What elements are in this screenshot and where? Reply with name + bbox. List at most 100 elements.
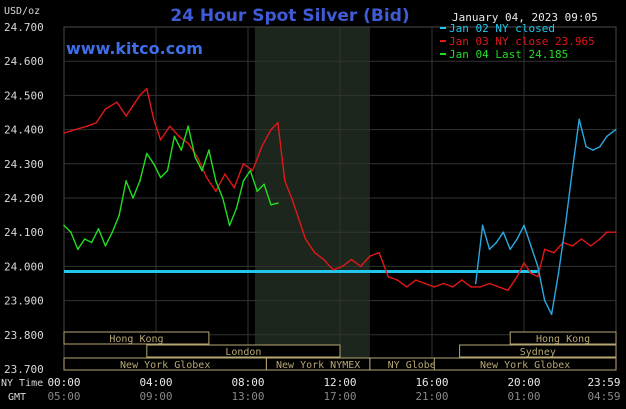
- data-point: [104, 245, 107, 247]
- data-point: [201, 169, 203, 172]
- y-tick-label: 23.800: [4, 329, 44, 342]
- data-point: [424, 282, 426, 285]
- y-tick-label: 23.700: [4, 363, 44, 376]
- data-point: [369, 255, 371, 257]
- data-point: [224, 173, 226, 175]
- data-point: [261, 145, 263, 148]
- data-point: [585, 145, 587, 148]
- data-point: [159, 139, 162, 141]
- data-point: [481, 224, 484, 227]
- data-point: [132, 197, 134, 199]
- session-label: London: [225, 347, 261, 358]
- session-label: New York Globex: [120, 360, 210, 371]
- data-point: [589, 245, 592, 247]
- data-point: [290, 197, 293, 199]
- data-point: [86, 125, 88, 127]
- x-tick-ny: 00:00: [47, 376, 80, 389]
- data-point: [277, 202, 279, 204]
- data-point: [332, 269, 334, 271]
- data-point: [152, 163, 155, 165]
- data-point: [270, 204, 272, 206]
- data-point: [74, 128, 77, 131]
- data-point: [132, 104, 134, 107]
- data-point: [90, 241, 93, 244]
- data-point: [83, 238, 86, 240]
- data-point: [550, 313, 553, 316]
- data-point: [95, 121, 97, 124]
- data-point: [323, 258, 325, 261]
- site-watermark: www.kitco.com: [66, 39, 203, 58]
- series-line: [63, 87, 616, 291]
- data-point: [118, 214, 120, 216]
- data-point: [470, 286, 472, 288]
- y-tick-label: 24.300: [4, 158, 44, 171]
- x-tick-gmt: 17:00: [323, 390, 356, 403]
- data-point: [599, 145, 601, 148]
- data-point: [251, 169, 254, 172]
- session-label: Hong Kong: [109, 334, 163, 345]
- ny-time-row-label: NY Time: [1, 378, 43, 389]
- data-point: [578, 118, 580, 121]
- legend-entry: Jan 02 NY closed: [449, 22, 555, 35]
- session-label: NY Globex: [388, 360, 442, 371]
- session-label: New York Globex: [480, 360, 570, 371]
- data-point: [125, 180, 127, 182]
- x-tick-gmt: 09:00: [139, 390, 172, 403]
- data-point: [557, 272, 560, 275]
- data-point: [196, 156, 199, 158]
- data-point: [553, 251, 555, 254]
- session-label: Hong Kong: [536, 334, 590, 345]
- data-point: [242, 163, 245, 165]
- x-tick-gmt: 13:00: [231, 390, 264, 403]
- data-point: [139, 180, 141, 182]
- data-point: [502, 231, 505, 233]
- data-point: [530, 272, 532, 275]
- legend-entry: Jan 03 NY close 23.965: [449, 35, 595, 48]
- session-box: [459, 344, 617, 358]
- x-tick-ny: 16:00: [415, 376, 448, 389]
- y-axis: 24.700 24.600 24.500 24.400 24.300 24.200 24.1…: [4, 21, 44, 376]
- data-point: [592, 149, 594, 151]
- data-point: [415, 279, 417, 281]
- data-point: [488, 248, 491, 251]
- data-point: [474, 282, 477, 285]
- data-point: [571, 169, 574, 172]
- x-tick-ny: 08:00: [231, 376, 264, 389]
- y-tick-label: 24.000: [4, 260, 44, 273]
- y-tick-label: 24.100: [4, 226, 44, 239]
- data-point: [451, 286, 454, 288]
- data-point: [516, 238, 518, 240]
- data-point: [205, 176, 208, 179]
- data-point: [173, 135, 176, 138]
- data-point: [523, 262, 525, 264]
- x-tick-ny: 20:00: [507, 376, 540, 389]
- data-point: [433, 286, 436, 288]
- data-point: [341, 265, 344, 268]
- data-point: [221, 197, 224, 199]
- y-tick-label: 23.900: [4, 295, 44, 308]
- session-label: New York NYMEX: [276, 360, 360, 371]
- data-point: [614, 128, 617, 131]
- data-point: [606, 231, 608, 233]
- y-tick-label: 24.700: [4, 21, 44, 34]
- data-point: [256, 190, 259, 192]
- data-point: [614, 231, 617, 233]
- data-point: [571, 245, 574, 247]
- grid-lines: [64, 27, 616, 369]
- data-point: [242, 180, 245, 182]
- data-point: [104, 108, 107, 110]
- data-point: [215, 180, 217, 182]
- legend-entry: Jan 04 Last 24.185: [449, 48, 568, 61]
- data-point: [208, 149, 210, 151]
- gmt-row-label: GMT: [8, 392, 26, 403]
- data-point: [228, 224, 231, 227]
- data-point: [530, 245, 532, 247]
- data-point: [350, 258, 353, 261]
- data-point: [606, 135, 608, 138]
- x-tick-gmt: 01:00: [507, 390, 540, 403]
- x-tick-ny: 04:00: [139, 376, 172, 389]
- data-point: [543, 248, 546, 251]
